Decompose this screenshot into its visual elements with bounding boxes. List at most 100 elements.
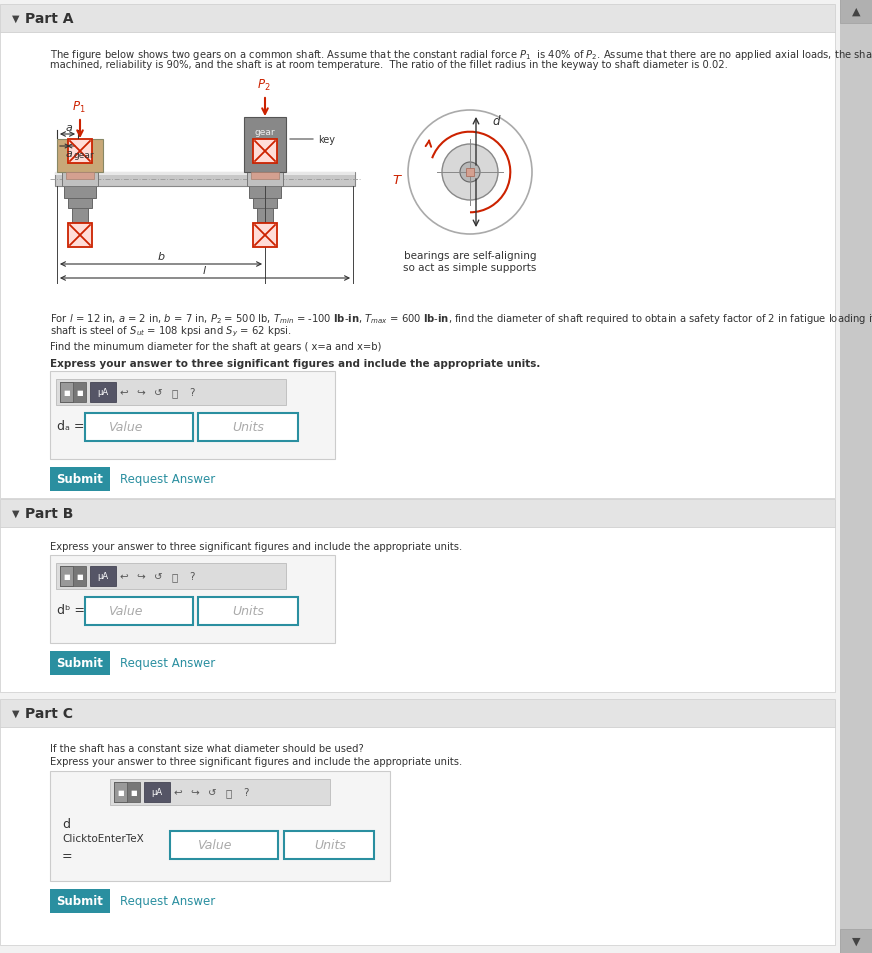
Text: ?: ? <box>189 572 194 581</box>
Text: ?: ? <box>189 388 194 397</box>
Bar <box>62 172 98 187</box>
Bar <box>90 382 116 402</box>
Text: Units: Units <box>232 605 264 618</box>
Text: ↺: ↺ <box>208 787 216 797</box>
Text: ⬜: ⬜ <box>226 787 232 797</box>
Bar <box>55 172 355 187</box>
Text: ↩: ↩ <box>119 388 128 397</box>
Bar <box>50 651 110 676</box>
Bar <box>840 0 872 953</box>
Text: shaft is steel of $S_{ut}$ = 108 kpsi and $S_y$ = 62 kpsi.: shaft is steel of $S_{ut}$ = 108 kpsi an… <box>50 325 291 339</box>
Text: $l$: $l$ <box>202 264 208 275</box>
Text: ■: ■ <box>77 574 84 579</box>
Text: ⬜: ⬜ <box>172 572 178 581</box>
Text: μA: μA <box>98 388 108 397</box>
Text: Submit: Submit <box>57 473 104 486</box>
Bar <box>85 598 193 625</box>
Bar <box>198 414 298 441</box>
Text: ▼: ▼ <box>12 708 19 719</box>
Text: dᵇ =: dᵇ = <box>57 604 85 617</box>
Text: Express your answer to three significant figures and include the appropriate uni: Express your answer to three significant… <box>50 541 462 552</box>
Bar <box>64 187 96 199</box>
Text: $T$: $T$ <box>392 174 403 188</box>
Bar <box>0 33 835 498</box>
Text: gear: gear <box>74 152 94 160</box>
Bar <box>170 831 278 859</box>
Text: ▼: ▼ <box>852 936 861 946</box>
Text: ■: ■ <box>118 789 125 795</box>
Text: Find the minumum diameter for the shaft at gears ( x=a and x=b): Find the minumum diameter for the shaft … <box>50 341 381 352</box>
Bar <box>50 372 335 459</box>
Bar <box>56 379 286 406</box>
Text: $a$: $a$ <box>65 149 73 159</box>
Text: Value: Value <box>108 605 142 618</box>
Text: Request Answer: Request Answer <box>120 473 215 486</box>
Bar <box>249 187 281 199</box>
Bar <box>56 563 286 589</box>
Text: ↺: ↺ <box>153 388 162 397</box>
Text: Express your answer to three significant figures and include the appropriate uni: Express your answer to three significant… <box>50 757 462 766</box>
Text: If the shaft has a constant size what diameter should be used?: If the shaft has a constant size what di… <box>50 743 364 753</box>
Bar <box>68 199 92 209</box>
Text: ↺: ↺ <box>153 572 162 581</box>
Text: so act as simple supports: so act as simple supports <box>404 263 536 273</box>
Bar <box>60 566 73 586</box>
Text: d: d <box>62 817 70 830</box>
Bar <box>55 172 355 175</box>
Text: $b$: $b$ <box>157 250 166 262</box>
Bar <box>68 224 92 248</box>
Text: Submit: Submit <box>57 895 104 907</box>
Bar <box>90 566 116 586</box>
Bar <box>50 771 390 882</box>
Text: Part C: Part C <box>25 706 73 720</box>
Bar <box>0 499 835 527</box>
Bar <box>114 782 127 802</box>
Text: Units: Units <box>232 421 264 434</box>
Bar <box>50 556 335 643</box>
Text: ClicktoEnterTeX: ClicktoEnterTeX <box>62 833 144 843</box>
Text: $P_2$: $P_2$ <box>257 78 271 92</box>
Text: Value: Value <box>108 421 142 434</box>
Bar <box>85 414 193 441</box>
Text: The figure below shows two gears on a common shaft. Assume that the constant rad: The figure below shows two gears on a co… <box>50 48 872 62</box>
Text: ↩: ↩ <box>174 787 182 797</box>
Text: ↪: ↪ <box>191 787 200 797</box>
Bar <box>257 209 273 223</box>
Text: machined, reliability is 90%, and the shaft is at room temperature.  The ratio o: machined, reliability is 90%, and the sh… <box>50 60 728 70</box>
Text: Submit: Submit <box>57 657 104 670</box>
Text: dₐ =: dₐ = <box>57 420 85 433</box>
Bar <box>57 140 103 172</box>
Circle shape <box>442 145 498 201</box>
Text: Request Answer: Request Answer <box>120 895 215 907</box>
Bar <box>72 209 88 223</box>
Text: ⬜: ⬜ <box>172 388 178 397</box>
Text: ■: ■ <box>77 390 84 395</box>
Text: Express your answer to three significant figures and include the appropriate uni: Express your answer to three significant… <box>50 358 541 369</box>
Circle shape <box>460 163 480 183</box>
Text: For $l$ = 12 in, $a$ = 2 in, $b$ = 7 in, $P_2$ = 500 lb, $T_{min}$ = -100 $\math: For $l$ = 12 in, $a$ = 2 in, $b$ = 7 in,… <box>50 312 872 326</box>
Bar <box>50 889 110 913</box>
Text: Request Answer: Request Answer <box>120 657 215 670</box>
Bar <box>110 780 330 805</box>
Bar <box>198 598 298 625</box>
Text: Part A: Part A <box>25 12 73 26</box>
Bar <box>50 468 110 492</box>
Text: μA: μA <box>98 572 108 581</box>
Bar <box>244 118 286 172</box>
Text: $P_1$: $P_1$ <box>72 100 85 115</box>
Text: ▼: ▼ <box>12 509 19 518</box>
Text: bearings are self-aligning: bearings are self-aligning <box>404 251 536 261</box>
Text: ▼: ▼ <box>12 14 19 24</box>
Bar <box>66 172 94 180</box>
Text: ■: ■ <box>64 574 71 579</box>
Bar <box>114 782 140 802</box>
Bar <box>60 382 73 402</box>
Text: Value: Value <box>197 839 231 852</box>
Bar <box>144 782 170 802</box>
Text: ↪: ↪ <box>137 388 146 397</box>
Bar <box>247 172 283 187</box>
Bar <box>251 172 279 180</box>
Text: ■: ■ <box>64 390 71 395</box>
Bar <box>253 224 277 248</box>
Bar <box>253 140 277 164</box>
